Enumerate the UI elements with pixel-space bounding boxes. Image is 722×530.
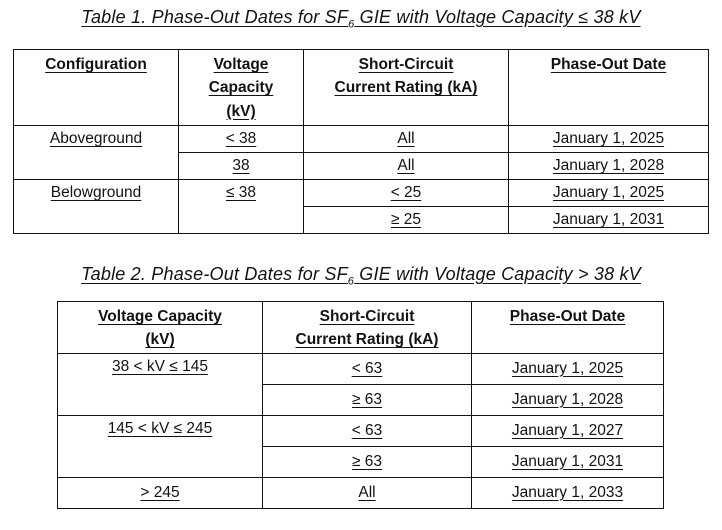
table1-title-suffix: GIE with Voltage Capacity ≤ 38 kV xyxy=(354,7,641,27)
table1-header-voltage-capacity: Voltage Capacity (kV) xyxy=(178,49,304,126)
table1-header-phase-out-date: Phase-Out Date xyxy=(508,49,709,126)
table2-cell-voltage-145-245: 145 < kV ≤ 245 xyxy=(57,414,263,478)
table2-header-row: Voltage Capacity (kV) Short-Circuit Curr… xyxy=(57,301,664,354)
table2-cell-rating-ge63-2: ≥ 63 xyxy=(262,445,472,478)
table2-row-145-1: 38 < kV ≤ 145 < 63 January 1, 2025 xyxy=(57,352,664,416)
table1-header-short-circuit-rating: Short-Circuit Current Rating (kA) xyxy=(303,49,509,126)
table1-header-configuration: Configuration xyxy=(13,49,179,126)
table1-title: Table 1. Phase-Out Dates for SF6 GIE wit… xyxy=(0,0,722,31)
table2-cell-voltage-38-145: 38 < kV ≤ 145 xyxy=(57,352,263,416)
table1-row-aboveground-2: 38 All January 1, 2028 xyxy=(14,152,709,180)
table2-row-245-1: 145 < kV ≤ 245 < 63 January 1, 2027 xyxy=(57,414,664,478)
table1-cell-voltage-38: 38 xyxy=(178,152,304,180)
table2-title-prefix: Table 2. Phase-Out Dates for SF xyxy=(81,264,348,284)
table2-cell-date-2025: January 1, 2025 xyxy=(471,352,664,385)
table1-cell-date-2028-aboveground: January 1, 2028 xyxy=(508,152,709,180)
table1-cell-configuration-aboveground: Aboveground xyxy=(13,125,179,180)
table2-title-subscript: 6 xyxy=(347,275,355,288)
table2-title: Table 2. Phase-Out Dates for SF6 GIE wit… xyxy=(0,264,722,288)
table1-cell-date-2031-belowground: January 1, 2031 xyxy=(508,206,709,234)
table1-row-aboveground-1: Aboveground < 38 All January 1, 2025 xyxy=(13,125,709,180)
table2-header-short-circuit-rating: Short-Circuit Current Rating (kA) xyxy=(262,301,472,354)
table1-cell-configuration-belowground: Belowground xyxy=(13,179,179,234)
table2-row-gt245: > 245 All January 1, 2033 xyxy=(57,476,664,509)
table2-row-145-2: ≥ 63 January 1, 2028 xyxy=(58,383,664,416)
table2-cell-date-2027: January 1, 2027 xyxy=(471,414,664,447)
table1-title-prefix: Table 1. Phase-Out Dates for SF xyxy=(81,7,349,27)
table1-row-belowground-2: ≥ 25 January 1, 2031 xyxy=(14,206,709,234)
table1-cell-rating-ge25: ≥ 25 xyxy=(303,206,509,234)
table1-cell-voltage-le38: ≤ 38 xyxy=(178,179,304,234)
table1-cell-rating-all-2: All xyxy=(303,152,509,180)
table1-cell-date-2025-aboveground: January 1, 2025 xyxy=(508,125,709,153)
table2-header-phase-out-date: Phase-Out Date xyxy=(471,301,664,354)
table2-cell-rating-ge63-1: ≥ 63 xyxy=(262,383,472,416)
table2-header-voltage-capacity: Voltage Capacity (kV) xyxy=(57,301,263,354)
table2-phase-out-dates-gt-38kv: Voltage Capacity (kV) Short-Circuit Curr… xyxy=(57,301,664,509)
table2-cell-voltage-gt245: > 245 xyxy=(57,476,263,509)
table1-phase-out-dates-le-38kv: Configuration Voltage Capacity (kV) Shor… xyxy=(13,49,709,234)
table1-cell-voltage-lt38: < 38 xyxy=(178,125,304,153)
table1-cell-date-2025-belowground: January 1, 2025 xyxy=(508,179,709,207)
table1-row-belowground-1: Belowground ≤ 38 < 25 January 1, 2025 xyxy=(13,179,709,234)
table2-cell-rating-all: All xyxy=(262,476,472,509)
table1-cell-rating-lt25: < 25 xyxy=(303,179,509,207)
table2-cell-rating-lt63-2: < 63 xyxy=(262,414,472,447)
table2-title-suffix: GIE with Voltage Capacity > 38 kV xyxy=(354,264,641,284)
table2-cell-date-2031: January 1, 2031 xyxy=(471,445,664,478)
table1-header-row: Configuration Voltage Capacity (kV) Shor… xyxy=(13,49,709,126)
table2-cell-rating-lt63-1: < 63 xyxy=(262,352,472,385)
table2-cell-date-2033: January 1, 2033 xyxy=(471,476,664,509)
table2-row-245-2: ≥ 63 January 1, 2031 xyxy=(58,445,664,478)
table2-cell-date-2028: January 1, 2028 xyxy=(471,383,664,416)
table1-cell-rating-all-1: All xyxy=(303,125,509,153)
table1-title-subscript: 6 xyxy=(348,18,355,31)
